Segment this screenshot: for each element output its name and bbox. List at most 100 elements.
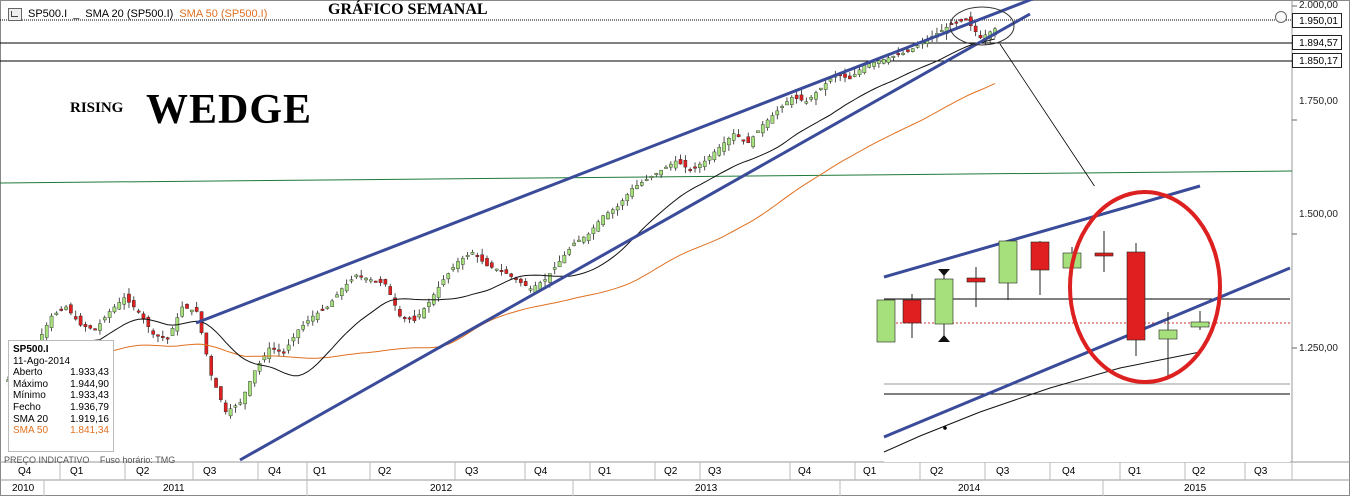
candle-body [620,200,625,206]
candle-body [567,248,572,255]
candle-body [548,273,552,283]
candle-body [649,176,654,178]
x-quarter-tick: Q2 [378,466,392,477]
candle-body [475,254,480,257]
candle-body [490,262,494,268]
legend-sep: _ [73,8,80,20]
candle-body [543,279,547,282]
candle-body [978,34,983,39]
candle-body [910,48,915,52]
candle-body [156,334,160,337]
candle-body [44,325,49,338]
candle-body [248,381,252,396]
candle-body [330,300,334,307]
inset-candle-body [1126,251,1146,341]
candle-body [964,18,968,21]
candle-body [223,402,228,413]
info-date: 11-Ago-2014 [13,355,71,367]
candle-body [659,169,663,176]
clock-icon[interactable] [1275,11,1287,23]
candle-body [335,294,339,298]
info-row-sma50: SMA 50 1.841,34 [13,425,109,437]
candle-body [277,349,281,352]
candle-body [286,344,291,351]
candle-body [828,78,833,82]
candle-body [325,306,330,309]
x-quarter-tick: Q4 [534,466,548,477]
inset-wedge-resistance [883,184,1201,279]
info-row: SMA 20 1.919,16 [13,413,109,425]
candle-body [727,138,731,146]
footer-price-note: PREÇO INDICATIVO [4,455,90,465]
candle-body [799,94,804,101]
candle-body [538,282,543,290]
candle-body [243,391,247,405]
y-tick-1750: 1.750,00 [1299,96,1338,107]
candle-body [857,69,862,75]
inset-candle-body [876,299,896,343]
chart-footer: PREÇO INDICATIVO Fuso horário: TMG [4,455,183,465]
candle-body [102,317,107,321]
candle-body [939,30,944,33]
candle-body [494,268,499,271]
candle-body [98,323,102,331]
x-quarter-tick: Q1 [598,466,612,477]
candle-body [170,328,175,336]
x-quarter-tick: Q2 [664,466,678,477]
candle-body [577,239,581,242]
x-year-tick: 2015 [1184,483,1207,494]
candle-body [311,315,315,322]
candle-body [190,309,194,313]
candle-body [180,306,184,317]
candle-body [901,52,905,55]
candle-body [644,179,649,181]
chart-title: GRÁFICO SEMANAL [328,1,488,18]
candle-body [630,188,634,197]
candle-body [291,337,296,342]
candle-body [185,304,189,309]
candle-body [814,92,818,100]
y-tick-1500: 1.500,00 [1299,209,1338,220]
highlight-circle [1068,190,1222,384]
candle-body [480,254,484,262]
candle-body [54,312,59,315]
candle-body [973,25,978,33]
candle-body [615,206,620,211]
candle-body [698,163,702,169]
candle-body [780,106,784,109]
x-year-tick: 2013 [695,483,718,494]
inset-sma-marker [943,426,947,430]
candle-body [804,101,809,104]
candle-body [562,255,567,264]
candle-body [572,242,576,246]
candle-body [581,236,586,243]
zoom-source-circle [949,6,1015,46]
candle-body [364,277,368,281]
candle-body [693,166,697,169]
candle-body [107,311,112,318]
candle-body [112,306,117,313]
candle-body [388,286,393,295]
info-row: Mínimo 1.933,43 [13,390,109,402]
x-year-tick: 2014 [958,483,981,494]
candle-body [49,315,54,328]
candle-body [775,110,780,116]
candle-body [499,270,504,272]
info-box: SP500.I 11-Ago-2014 Aberto 1.933,43 Máxim… [8,340,114,452]
inset-candle-body [902,299,922,324]
inset-candle-body [1190,321,1210,328]
x-quarter-tick: Q3 [465,466,479,477]
sma50-line [7,83,996,399]
candle-body [896,53,901,56]
chart-type-icon[interactable] [8,7,22,21]
candle-body [867,63,872,68]
candle-body [165,337,170,340]
inset-candle-body [1030,241,1050,271]
candle-body [281,351,286,354]
candle-body [746,136,751,143]
candle-body [654,172,659,175]
candle-body [586,233,591,241]
candle-body [427,302,431,307]
level-line-green [0,170,1293,184]
x-quarter-tick: Q2 [930,466,944,477]
